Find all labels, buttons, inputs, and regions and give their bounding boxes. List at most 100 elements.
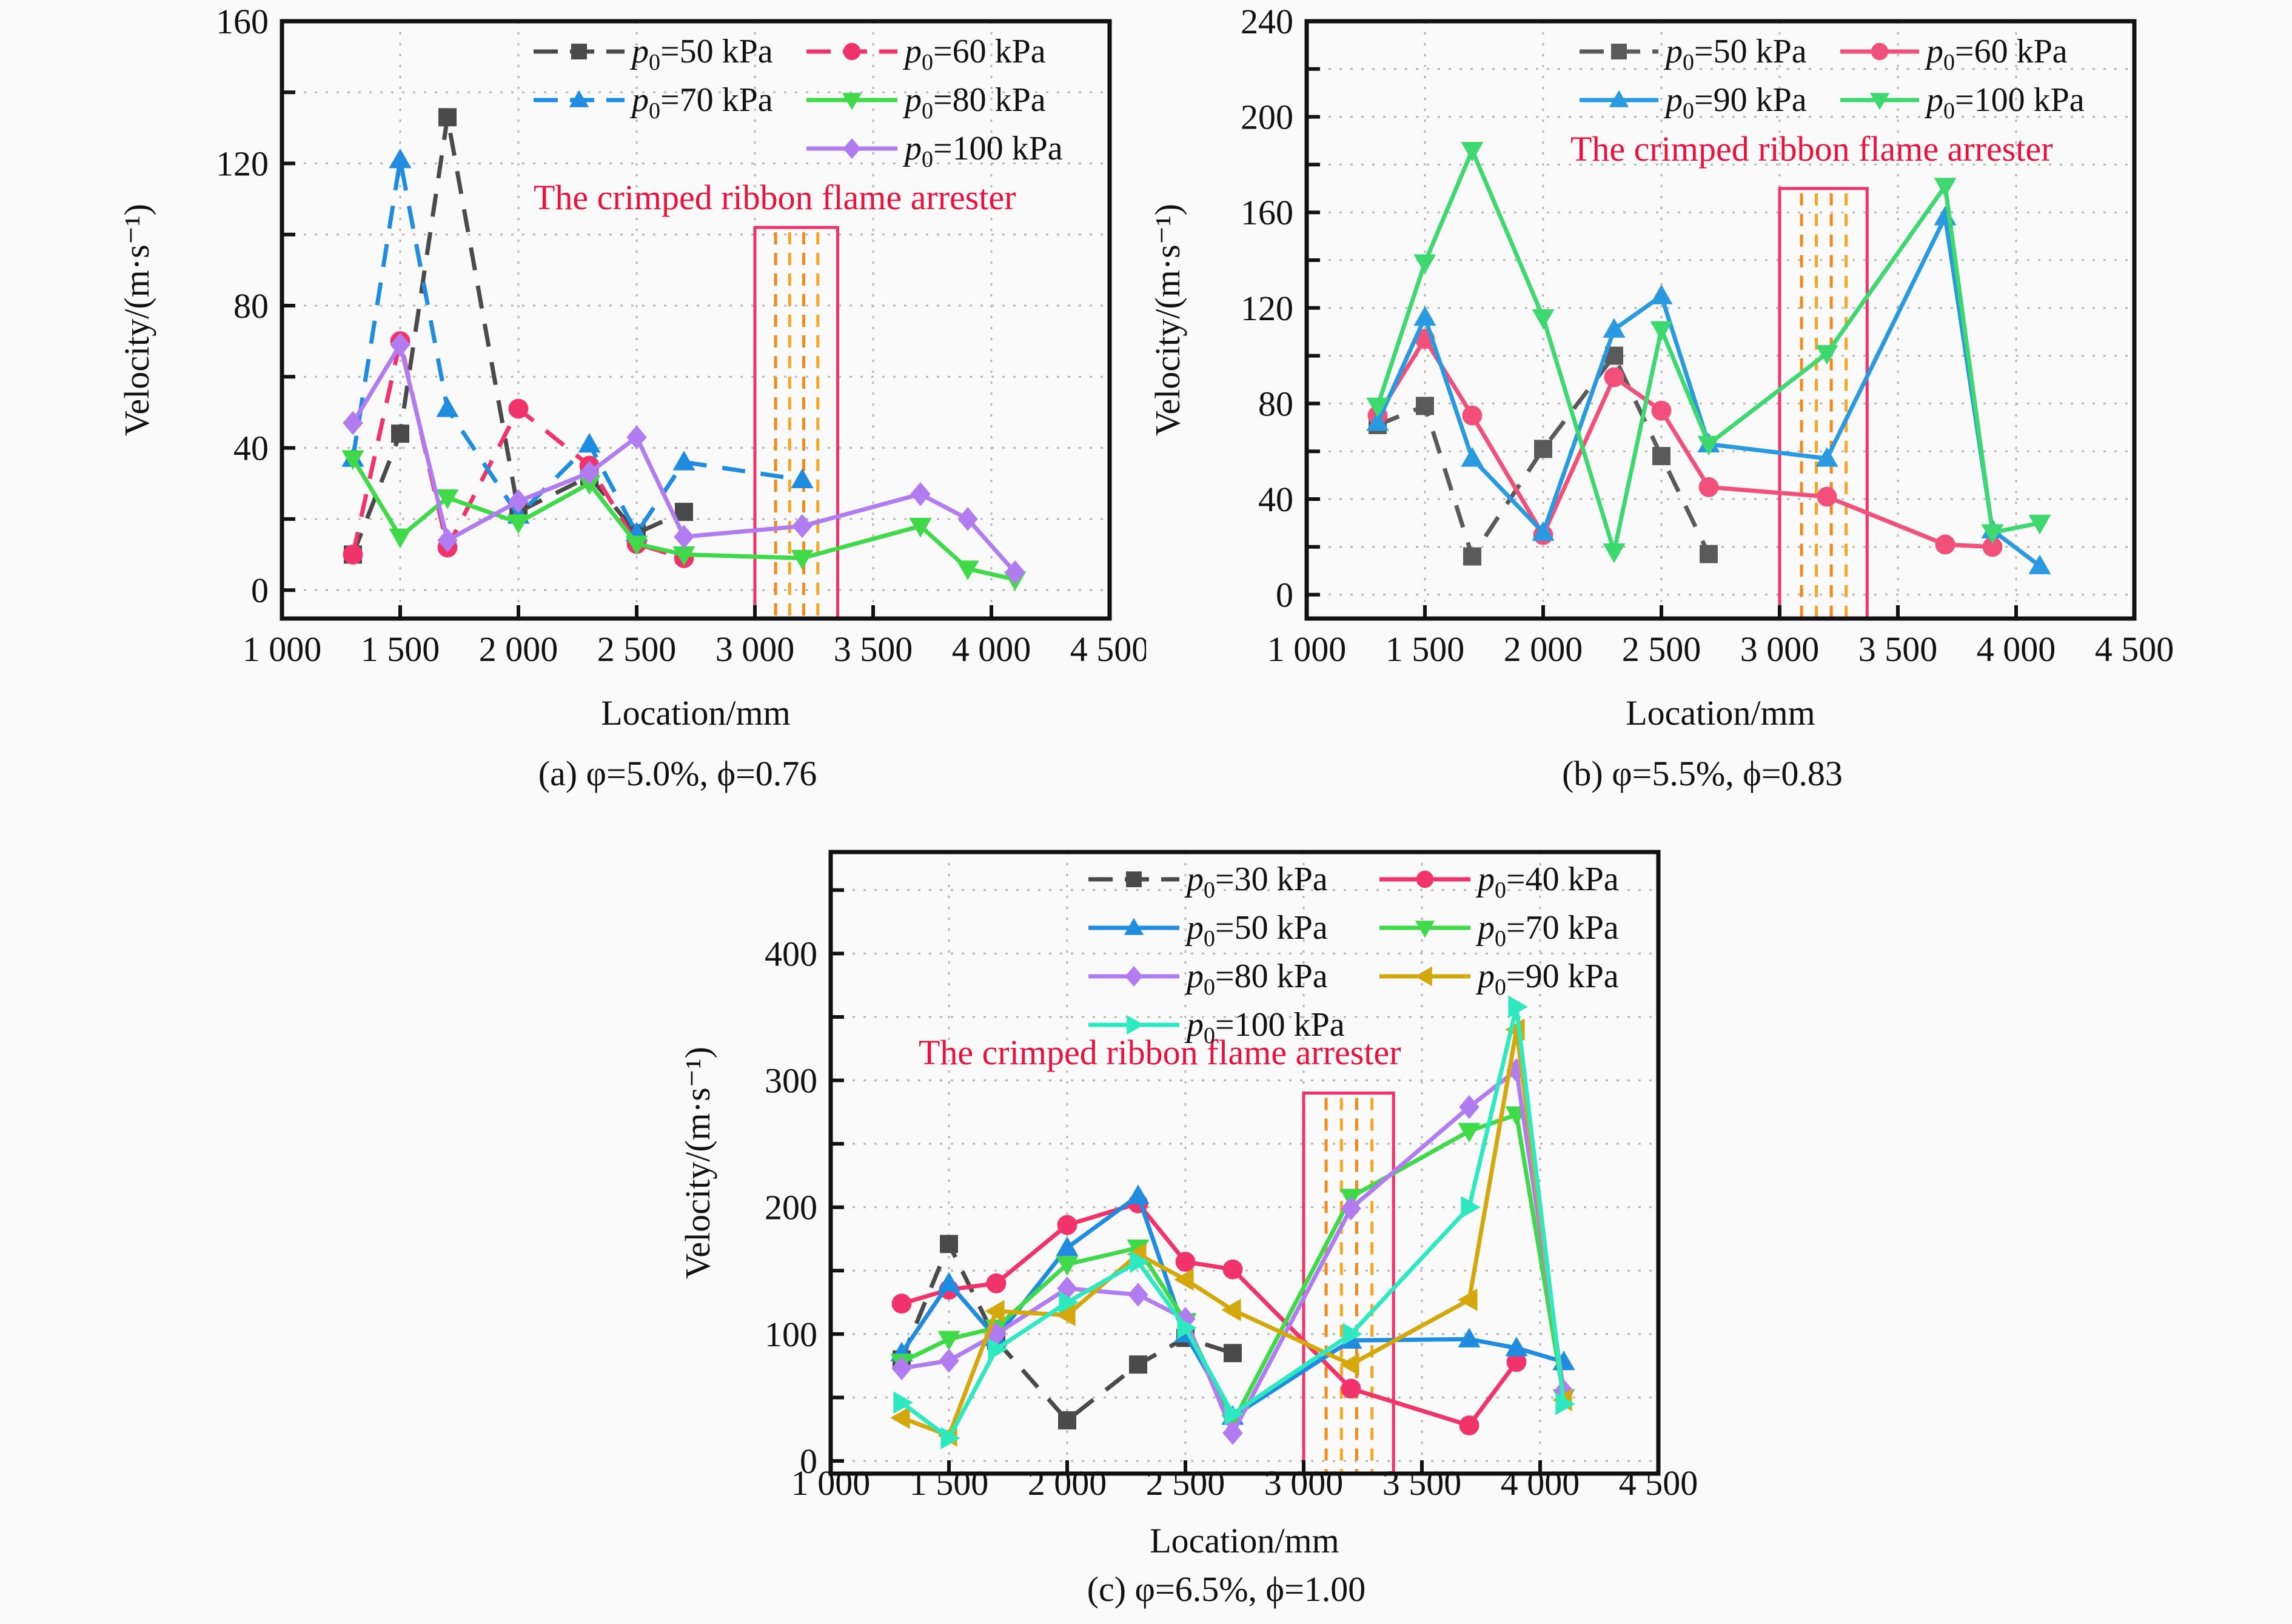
legend-label: p0=50 kPa xyxy=(1184,909,1328,951)
data-point xyxy=(389,148,412,169)
data-point xyxy=(1057,1215,1077,1235)
data-point xyxy=(1341,1196,1361,1221)
x-axis: 1 000 1 500 2 000 2 500 3 000 3 500 4 000 4 500 xyxy=(1267,605,2174,669)
data-point xyxy=(1815,345,1838,365)
x-tick-label: 4 500 xyxy=(1070,629,1146,669)
data-point xyxy=(1652,447,1670,466)
legend-marker xyxy=(1415,966,1432,987)
legend-marker xyxy=(1126,871,1142,887)
data-point xyxy=(2028,514,2051,535)
y-tick-label: 120 xyxy=(216,144,269,184)
data-point xyxy=(891,1356,912,1381)
legend-item: p0=90 kPa xyxy=(1580,81,1807,124)
flame-arrester-region xyxy=(1778,187,1869,620)
legend: p0=50 kPa p0=60 kPa p0=90 kPa p0=100 kPa xyxy=(1580,33,2085,124)
data-point xyxy=(1128,1283,1148,1307)
legend-label: p0=100 kPa xyxy=(902,130,1063,172)
data-point xyxy=(1461,1196,1481,1219)
x-tick-label: 3 000 xyxy=(1264,1463,1344,1503)
data-point xyxy=(1817,486,1837,507)
arrester-label: The crimped ribbon flame arrester xyxy=(919,1033,1401,1072)
data-point xyxy=(1532,521,1555,541)
series-p0-100-kpa xyxy=(893,995,1575,1449)
axes-frame xyxy=(280,19,1112,621)
data-point xyxy=(1698,477,1719,497)
legend-label: p0=90 kPa xyxy=(1663,81,1807,124)
series-group xyxy=(1366,142,2051,574)
legend-item: p0=100 kPa xyxy=(1840,81,2085,124)
data-point xyxy=(1697,435,1720,456)
data-point xyxy=(1413,306,1436,326)
x-tick-label: 2 500 xyxy=(597,629,677,669)
data-point xyxy=(1130,1250,1150,1273)
legend-label: p0=80 kPa xyxy=(1184,958,1328,1000)
x-axis-title: Location/mm xyxy=(601,693,791,733)
x-tick-label: 4 000 xyxy=(952,629,1031,669)
data-point xyxy=(437,528,458,552)
data-point xyxy=(508,398,529,419)
data-point xyxy=(436,489,459,509)
flame-arrester-region xyxy=(753,226,839,620)
axes-frame xyxy=(1304,19,2137,621)
x-tick-label: 1 500 xyxy=(1386,629,1465,669)
legend-marker xyxy=(1609,90,1629,107)
data-point xyxy=(1341,1378,1361,1399)
x-tick-label: 1 500 xyxy=(361,629,440,669)
legend-marker xyxy=(1415,921,1435,938)
y-tick-label: 100 xyxy=(765,1315,817,1354)
x-tick-label: 4 500 xyxy=(2095,629,2174,669)
legend-marker xyxy=(1869,93,1890,110)
legend-item: p0=80 kPa xyxy=(1088,958,1328,1000)
data-point xyxy=(937,1330,960,1351)
data-point xyxy=(1555,1392,1575,1415)
data-point xyxy=(1532,309,1555,329)
y-tick-label: 0 xyxy=(251,571,269,610)
legend-label: p0=40 kPa xyxy=(1475,861,1619,903)
figure-caption: (a) φ=5.0%, ϕ=0.76 xyxy=(538,754,817,793)
data-point xyxy=(343,545,363,565)
data-point xyxy=(1339,1353,1359,1376)
data-point xyxy=(1815,447,1838,467)
legend-item: p0=50 kPa xyxy=(1088,909,1328,951)
data-point xyxy=(890,1406,910,1429)
data-point xyxy=(672,451,695,471)
data-point xyxy=(1059,1291,1079,1314)
data-point xyxy=(508,489,529,514)
data-point xyxy=(1459,1415,1479,1435)
data-point xyxy=(986,1273,1007,1293)
data-point xyxy=(675,503,693,522)
data-point xyxy=(1458,1327,1481,1347)
legend-item: p0=100 kPa xyxy=(806,130,1063,172)
data-point xyxy=(891,1293,912,1314)
data-point xyxy=(1127,1184,1150,1204)
data-point xyxy=(1224,1344,1242,1363)
legend-item: p0=50 kPa xyxy=(534,33,773,75)
data-point xyxy=(1056,1303,1076,1327)
y-tick-label: 300 xyxy=(765,1061,817,1101)
data-point xyxy=(1175,1252,1196,1272)
y-tick-label: 400 xyxy=(765,934,817,973)
legend-marker xyxy=(571,44,587,59)
legend-item: p0=100 kPa xyxy=(1088,1006,1345,1049)
data-point xyxy=(626,425,647,449)
y-tick-label: 120 xyxy=(1241,289,1293,328)
axes-frame xyxy=(828,850,1661,1476)
data-point xyxy=(1342,1323,1362,1346)
y-axis: 0 40 80 120 160 200 240 xyxy=(1241,2,1320,615)
y-tick-label: 240 xyxy=(1241,2,1293,41)
data-point xyxy=(578,432,601,453)
x-tick-label: 2 500 xyxy=(1146,1463,1225,1503)
x-axis: 1 000 1 500 2 000 2 500 3 000 3 500 4 000 4 500 xyxy=(791,1460,1698,1503)
series-p0-100-kpa xyxy=(1366,142,2051,563)
legend-marker xyxy=(1124,918,1144,935)
data-point xyxy=(2028,554,2051,574)
figure-caption: (c) φ=6.5%, ϕ=1.00 xyxy=(1087,1569,1366,1609)
data-point xyxy=(909,517,932,538)
series-line xyxy=(1376,337,1993,549)
data-point xyxy=(985,1300,1005,1323)
legend-marker xyxy=(843,42,861,61)
x-tick-label: 2 000 xyxy=(1504,629,1583,669)
x-tick-label: 3 500 xyxy=(1858,629,1938,669)
data-point xyxy=(1005,560,1025,585)
